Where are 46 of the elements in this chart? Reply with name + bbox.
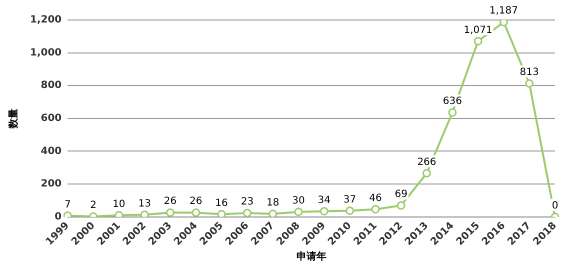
y-tick-label: 400	[40, 146, 62, 157]
y-tick-label: 600	[40, 113, 62, 124]
y-tick-label: 1,000	[30, 47, 62, 58]
point	[525, 79, 534, 88]
point	[448, 108, 457, 117]
data-label: 34	[318, 194, 331, 206]
y-axis-title: 数量	[8, 108, 20, 130]
point	[166, 208, 174, 217]
point	[346, 206, 354, 216]
y-tick-label: 0	[54, 211, 62, 222]
point	[242, 208, 252, 217]
point	[474, 36, 482, 46]
y-tick-label: 1,200	[30, 14, 62, 26]
point	[268, 210, 278, 217]
data-label: 1,071	[464, 24, 492, 36]
data-label: 26	[164, 196, 177, 208]
data-label: 37	[343, 194, 356, 206]
data-label: 0	[552, 200, 558, 212]
data-label: 26	[190, 196, 202, 208]
data-label: 30	[292, 196, 305, 207]
data-label: 2	[90, 200, 96, 212]
data-label: 18	[266, 197, 280, 208]
point	[371, 205, 380, 214]
data-label: 69	[394, 189, 408, 200]
data-label: 46	[369, 192, 382, 204]
data-label: 23	[240, 196, 254, 208]
point	[499, 20, 508, 26]
data-label: 13	[138, 198, 151, 210]
data-label: 7	[64, 199, 71, 210]
data-label: 10	[112, 198, 126, 210]
point	[140, 210, 149, 217]
point	[217, 210, 226, 217]
data-label: 1,187	[489, 6, 518, 17]
data-label: 813	[520, 67, 539, 78]
point	[422, 168, 431, 178]
y-tick-label: 800	[40, 80, 62, 92]
data-label: 636	[442, 96, 462, 108]
point	[320, 207, 328, 216]
point	[192, 208, 200, 217]
data-label: 266	[417, 156, 436, 168]
point	[396, 201, 406, 210]
data-label: 16	[215, 198, 228, 209]
y-tick-label: 200	[40, 178, 62, 190]
x-axis-title: 申请年	[296, 250, 326, 263]
point	[294, 208, 303, 216]
point	[114, 210, 124, 217]
